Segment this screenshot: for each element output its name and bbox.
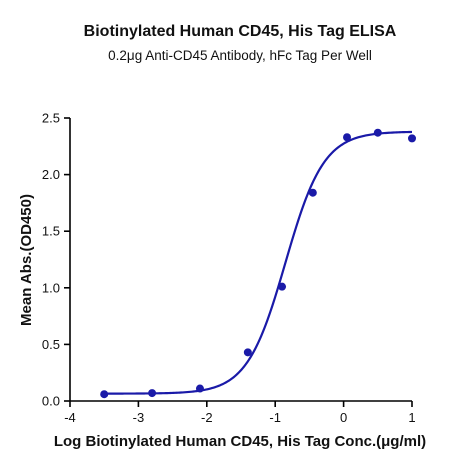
x-axis-ticks: -4 -3 -2 -1 0 1: [64, 401, 416, 425]
data-point: [308, 188, 317, 197]
data-point: [408, 134, 416, 143]
x-tick-label: -3: [133, 410, 145, 425]
x-axis-label: Log Biotinylated Human CD45, His Tag Con…: [54, 433, 426, 450]
x-tick-label: -4: [64, 410, 76, 425]
data-point: [278, 282, 287, 291]
data-point: [243, 348, 252, 357]
chart-title: Biotinylated Human CD45, His Tag ELISA: [84, 23, 397, 40]
data-points: [100, 128, 416, 399]
data-point: [343, 133, 352, 142]
y-tick-label: 1.5: [42, 224, 60, 239]
plot-area: 0.0 0.5 1.0 1.5 2.0 2.5 -4 -3 -2 -1 0 1: [42, 111, 416, 425]
x-tick-label: -2: [201, 410, 213, 425]
y-tick-label: 0.0: [42, 394, 60, 409]
y-tick-label: 2.5: [42, 111, 60, 126]
y-axis-ticks: 0.0 0.5 1.0 1.5 2.0 2.5: [42, 111, 70, 409]
x-tick-label: 0: [340, 410, 347, 425]
data-point: [373, 128, 382, 137]
y-tick-label: 2.0: [42, 167, 60, 182]
y-axis-label: Mean Abs.(OD450): [18, 194, 35, 326]
chart-subtitle: 0.2μg Anti-CD45 Antibody, hFc Tag Per We…: [108, 48, 372, 63]
x-tick-label: -1: [269, 410, 281, 425]
data-point: [148, 389, 157, 398]
data-point: [195, 384, 204, 393]
y-tick-label: 0.5: [42, 337, 60, 352]
fit-curve: [104, 130, 413, 395]
data-point: [100, 390, 109, 399]
y-tick-label: 1.0: [42, 280, 60, 295]
x-tick-label: 1: [408, 410, 415, 425]
